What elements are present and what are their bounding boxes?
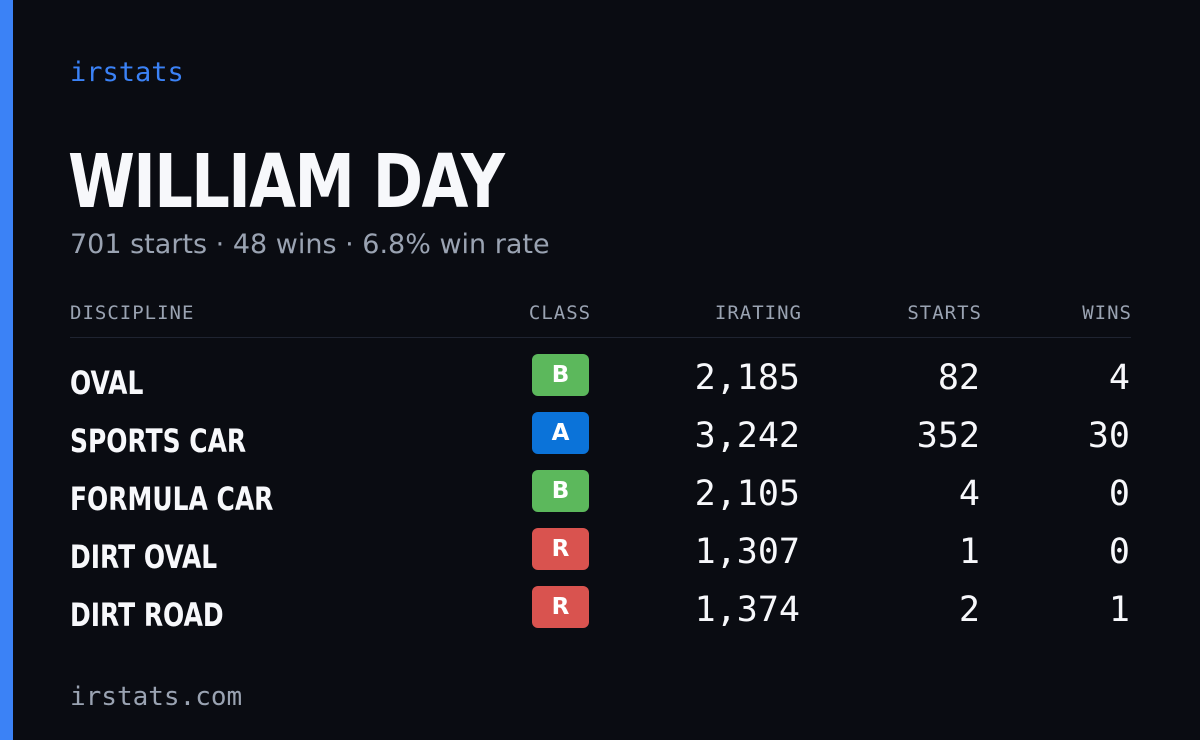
table-row: DIRT ROAD R 1,374 2 1 bbox=[0, 586, 1200, 644]
driver-name: WILLIAM DAY bbox=[68, 139, 505, 225]
column-header-starts: STARTS bbox=[907, 302, 982, 324]
starts-value: 2 bbox=[958, 590, 980, 630]
starts-value: 4 bbox=[958, 474, 980, 514]
irating-value: 2,105 bbox=[694, 474, 800, 514]
table-row: DIRT OVAL R 1,307 1 0 bbox=[0, 528, 1200, 586]
starts-value: 352 bbox=[916, 416, 980, 456]
wins-value: 1 bbox=[1108, 590, 1130, 630]
table-row: FORMULA CAR B 2,105 4 0 bbox=[0, 470, 1200, 528]
class-badge: R bbox=[532, 586, 589, 628]
discipline-label: DIRT ROAD bbox=[70, 596, 224, 634]
wins-value: 4 bbox=[1108, 358, 1130, 398]
class-badge: A bbox=[532, 412, 589, 454]
discipline-label: OVAL bbox=[70, 364, 144, 402]
discipline-label: FORMULA CAR bbox=[70, 480, 274, 518]
irating-value: 3,242 bbox=[694, 416, 800, 456]
accent-bar bbox=[0, 0, 13, 740]
brand-logo: irstats bbox=[70, 57, 184, 88]
class-badge: B bbox=[532, 354, 589, 396]
irating-value: 2,185 bbox=[694, 358, 800, 398]
irating-value: 1,374 bbox=[694, 590, 800, 630]
footer-url: irstats.com bbox=[70, 682, 243, 712]
class-badge: R bbox=[532, 528, 589, 570]
column-header-irating: IRATING bbox=[714, 302, 802, 324]
column-header-discipline: DISCIPLINE bbox=[70, 302, 195, 324]
wins-value: 0 bbox=[1108, 474, 1130, 514]
starts-value: 82 bbox=[937, 358, 980, 398]
table-row: OVAL B 2,185 82 4 bbox=[0, 354, 1200, 412]
header-divider bbox=[70, 337, 1131, 338]
column-header-class: CLASS bbox=[528, 302, 592, 324]
table-row: SPORTS CAR A 3,242 352 30 bbox=[0, 412, 1200, 470]
irating-value: 1,307 bbox=[694, 532, 800, 572]
wins-value: 0 bbox=[1108, 532, 1130, 572]
discipline-label: SPORTS CAR bbox=[70, 422, 247, 460]
column-header-wins: WINS bbox=[1082, 302, 1132, 324]
wins-value: 30 bbox=[1087, 416, 1130, 456]
starts-value: 1 bbox=[958, 532, 980, 572]
class-badge: B bbox=[532, 470, 589, 512]
discipline-label: DIRT OVAL bbox=[70, 538, 218, 576]
driver-summary: 701 starts · 48 wins · 6.8% win rate bbox=[70, 229, 550, 260]
